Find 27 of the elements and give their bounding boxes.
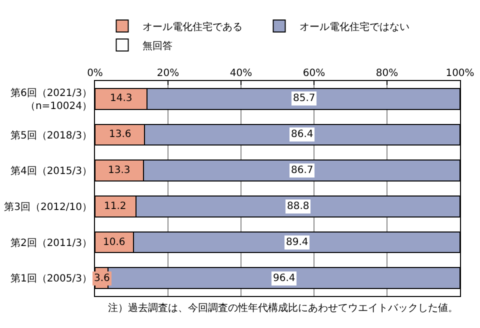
data-label: 85.7 [293,93,316,104]
y-tick-label: 第6回（2021/3）（n=10024） [10,86,92,112]
x-tick-label: 40% [230,68,252,79]
x-tick-label: 20% [156,68,180,79]
legend-label: 無回答 [142,40,172,52]
x-tick-label: 100% [446,68,474,79]
data-label: 14.3 [110,93,132,104]
x-tick-label: 60% [302,68,326,79]
x-tick-label: 80% [376,68,398,79]
text: 注）過去調査は、今回調査の性年代構成比にあわせてウエイトバックした値。 [108,302,458,314]
data-label: 11.2 [104,201,126,212]
y-tick-label: 第3回（2012/10） [4,200,92,213]
y-tick-label: 第2回（2011/3） [10,236,92,249]
y-tick-label: 第5回（2018/3） [10,129,92,142]
y-tick-label: 第1回（2005/3） [10,272,92,285]
data-label: 13.6 [109,129,132,140]
legend-label: オール電化住宅である [142,20,242,33]
data-label: 10.6 [103,237,126,248]
data-label: 88.8 [287,201,310,212]
data-label: 96.4 [273,273,296,284]
x-tick-label: 0% [87,68,103,79]
data-label: 86.7 [291,165,314,176]
data-label: 86.4 [291,129,314,140]
legend-label: オール電化住宅ではない [299,20,410,33]
y-tick-label: 第4回（2015/3） [10,165,92,178]
data-label: 13.3 [108,165,130,176]
data-label: 89.4 [286,237,308,248]
